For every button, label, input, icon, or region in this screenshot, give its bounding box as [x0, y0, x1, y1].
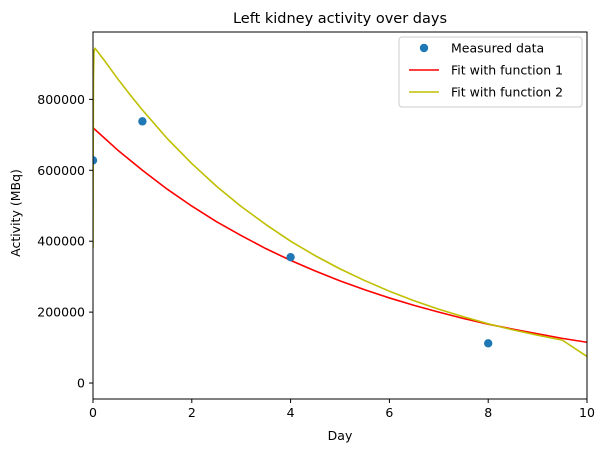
x-axis-label: Day	[328, 428, 353, 443]
x-tick-label-3: 6	[385, 405, 393, 420]
legend-label-0: Measured data	[451, 41, 544, 56]
legend-box	[398, 36, 583, 108]
data-point-0	[93, 156, 98, 165]
legend-item-0: Measured data	[419, 41, 544, 56]
y-tick-label-2: 400000	[37, 234, 85, 249]
y-tick-label-1: 200000	[37, 305, 85, 320]
legend-label-1: Fit with function 1	[451, 63, 563, 78]
data-point-2	[286, 252, 295, 262]
x-tick-label-4: 8	[484, 405, 492, 420]
legend-item-1: Fit with function 1	[409, 63, 563, 78]
y-tick-label-0: 0	[77, 376, 85, 391]
series-line-2	[93, 47, 587, 358]
x-tick-label-1: 2	[188, 405, 196, 420]
data-point-1	[138, 117, 147, 126]
legend-item-2: Fit with function 2	[409, 85, 563, 100]
y-tick-label-4: 800000	[37, 92, 85, 107]
series-clip	[93, 47, 587, 358]
series-layer	[93, 47, 587, 358]
axis-ticks: 0 2 4 6 8 10 0 200000 400000 600000 800000	[37, 92, 595, 420]
x-tick-label-2: 4	[287, 405, 295, 420]
data-point-3	[484, 339, 493, 348]
axes-frame	[92, 31, 588, 400]
y-axis-label: Activity (MBq)	[8, 169, 23, 257]
legend-swatch-0	[419, 43, 429, 53]
y-tick-label-3: 600000	[37, 163, 85, 178]
chart-title: Left kidney activity over days	[233, 11, 447, 27]
legend: Measured data Fit with function 1 Fit with…	[398, 36, 583, 108]
x-tick-label-5: 10	[579, 405, 595, 420]
legend-label-2: Fit with function 2	[451, 85, 563, 100]
x-tick-label-0: 0	[89, 405, 97, 420]
